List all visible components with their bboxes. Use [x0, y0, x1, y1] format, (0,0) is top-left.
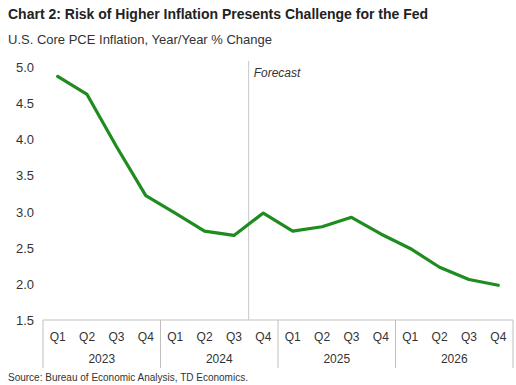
forecast-divider [248, 61, 249, 320]
x-tick-label: Q3 [343, 330, 359, 344]
x-tick-label: Q2 [314, 330, 330, 344]
group-separator [395, 320, 396, 368]
x-group-label: 2025 [323, 352, 350, 366]
y-tick-label: 3.0 [16, 205, 34, 220]
x-tick-label: Q1 [167, 330, 183, 344]
x-tick-label: Q4 [138, 330, 154, 344]
chart-svg: Chart 2: Risk of Higher Inflation Presen… [0, 0, 516, 385]
source: Source: Bureau of Economic Analysis, TD … [8, 372, 248, 383]
x-tick-label: Q2 [79, 330, 95, 344]
chart-root: Chart 2: Risk of Higher Inflation Presen… [0, 0, 516, 385]
subtitle: U.S. Core PCE Inflation, Year/Year % Cha… [8, 32, 272, 47]
y-tick-label: 4.0 [16, 132, 34, 147]
group-separator [160, 320, 161, 368]
x-tick-label: Q3 [108, 330, 124, 344]
y-tick-label: 4.5 [16, 96, 34, 111]
group-separator [43, 320, 44, 368]
x-tick-label: Q4 [373, 330, 389, 344]
series-line [58, 76, 499, 285]
x-tick-label: Q2 [197, 330, 213, 344]
y-tick-label: 2.5 [16, 241, 34, 256]
x-group-label: 2024 [206, 352, 233, 366]
x-tick-label: Q3 [226, 330, 242, 344]
y-tick-label: 2.0 [16, 277, 34, 292]
group-separator [513, 320, 514, 368]
y-tick-label: 5.0 [16, 60, 34, 75]
x-tick-label: Q1 [402, 330, 418, 344]
group-separator [278, 320, 279, 368]
x-tick-label: Q4 [490, 330, 506, 344]
x-tick-label: Q1 [285, 330, 301, 344]
x-tick-label: Q2 [432, 330, 448, 344]
x-tick-label: Q4 [255, 330, 271, 344]
x-group-label: 2026 [441, 352, 468, 366]
annotation: Forecast [254, 66, 301, 80]
y-tick-label: 1.5 [16, 313, 34, 328]
y-tick-label: 3.5 [16, 168, 34, 183]
x-group-label: 2023 [88, 352, 115, 366]
x-tick-label: Q3 [461, 330, 477, 344]
title: Chart 2: Risk of Higher Inflation Presen… [8, 6, 428, 22]
plot-area [58, 76, 499, 285]
x-tick-label: Q1 [50, 330, 66, 344]
